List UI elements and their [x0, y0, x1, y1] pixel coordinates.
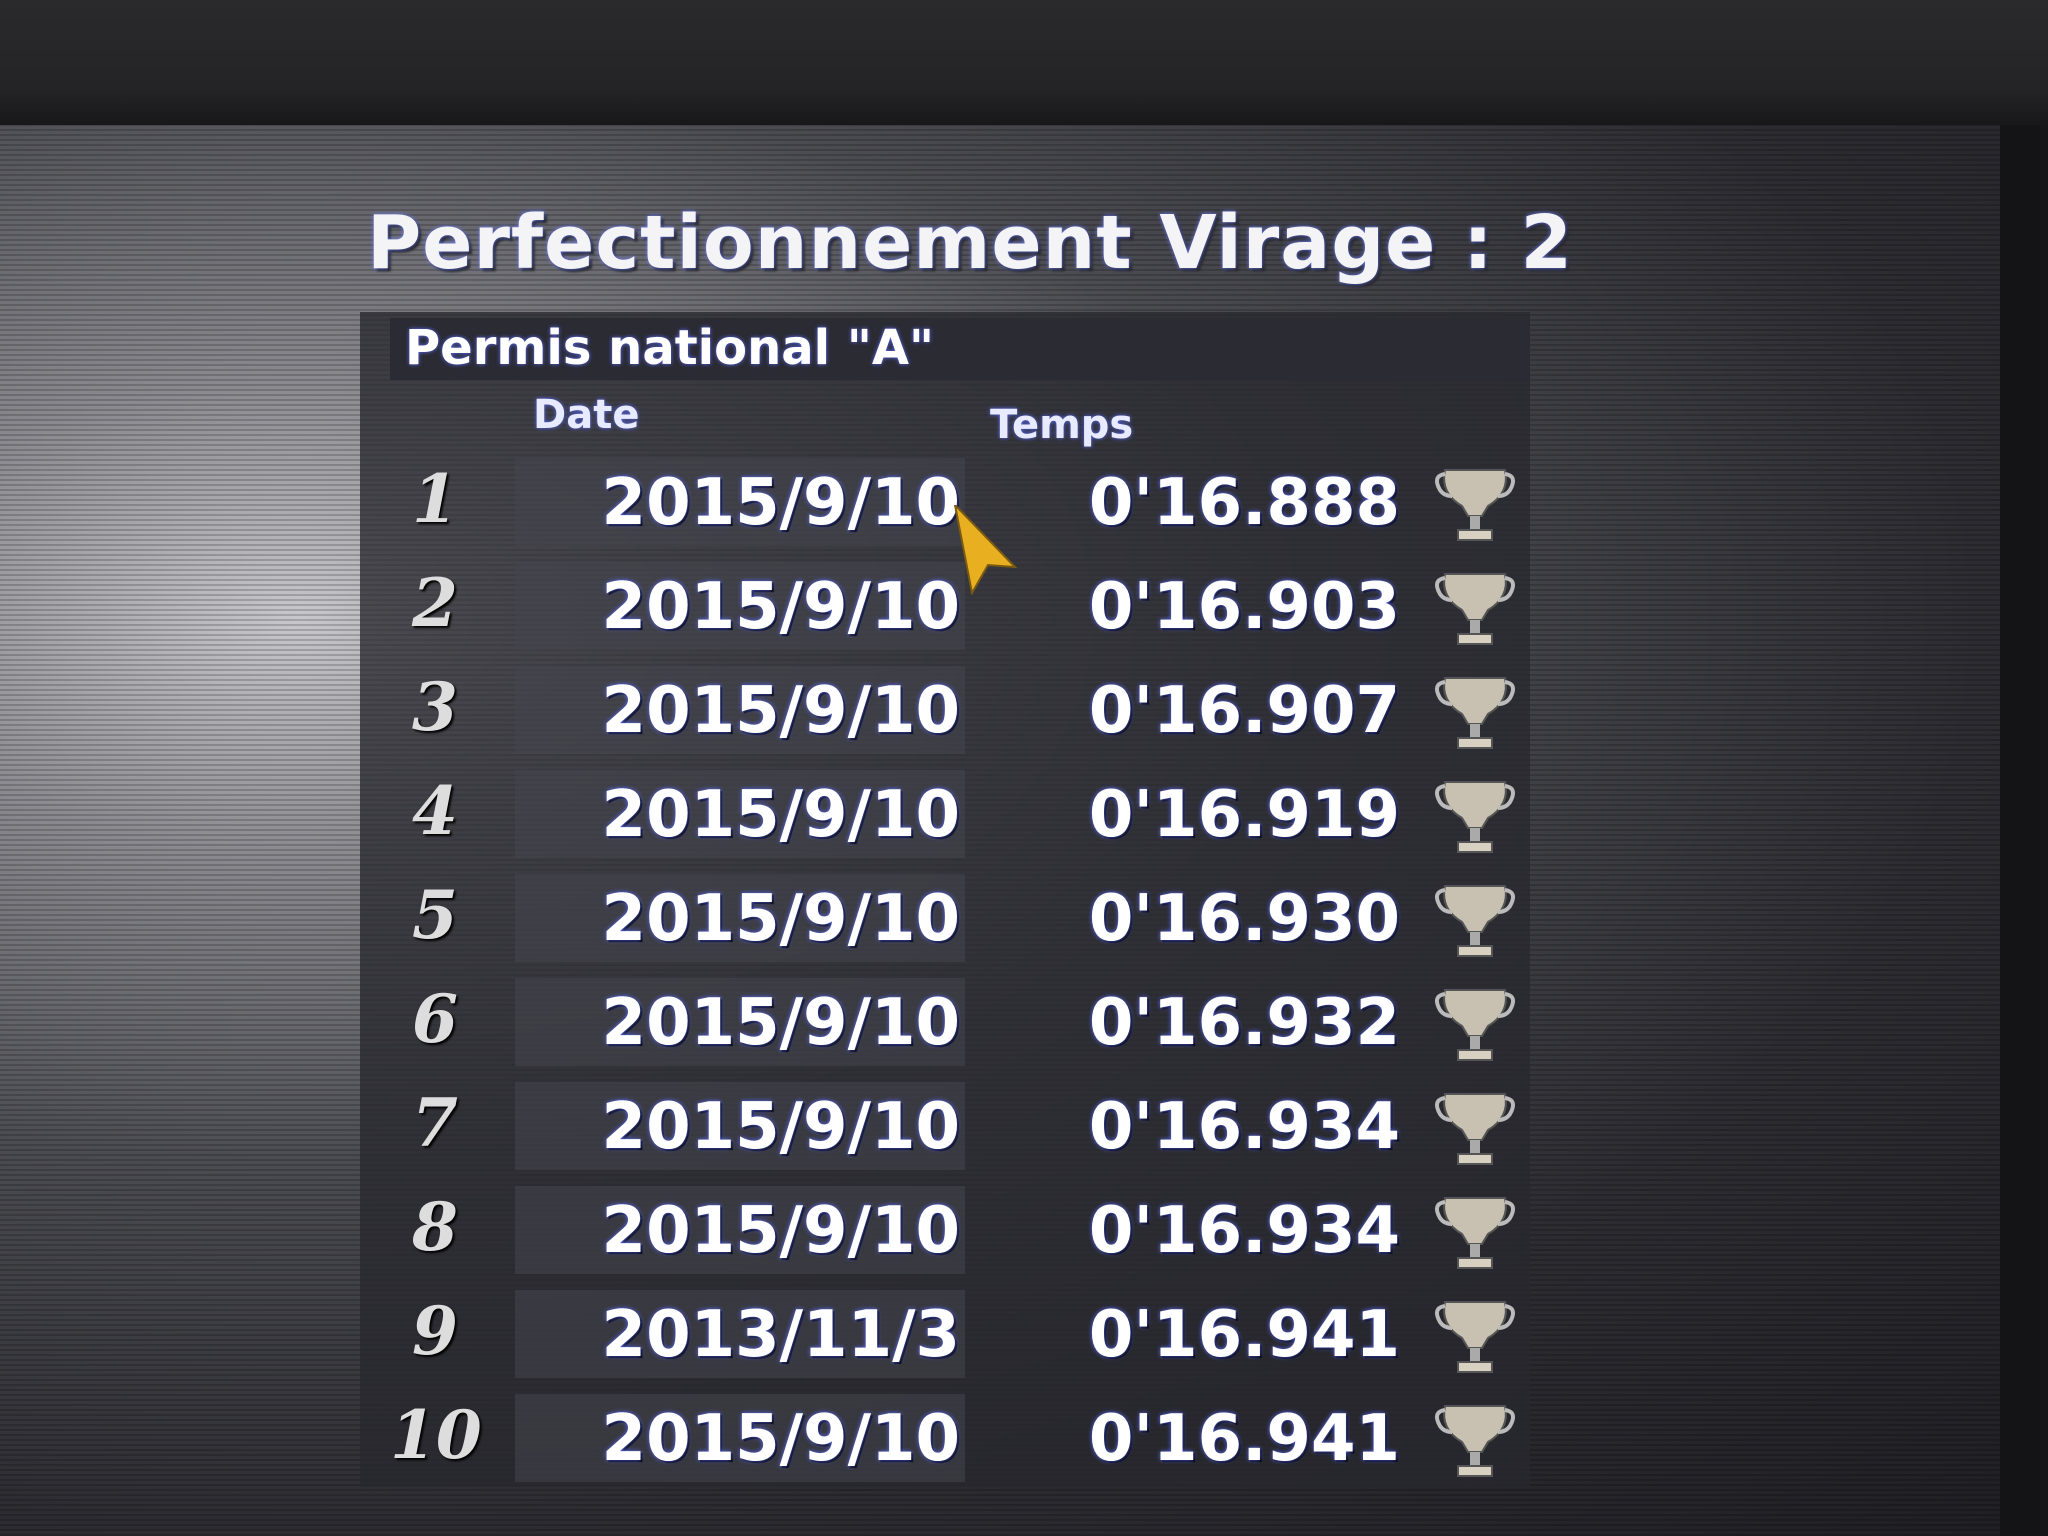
record-row[interactable]: 6 2015/9/10 0'16.932 [370, 970, 1520, 1070]
trophy-icon [1434, 1301, 1516, 1373]
record-row[interactable]: 7 2015/9/10 0'16.934 [370, 1074, 1520, 1174]
record-time: 0'16.907 [1088, 674, 1400, 748]
cursor-arrow-icon [953, 505, 1018, 595]
record-row[interactable]: 3 2015/9/10 0'16.907 [370, 658, 1520, 758]
rank-number: 7 [412, 1084, 458, 1162]
trophy-icon [1434, 677, 1516, 749]
record-date: 2015/9/10 [601, 1090, 960, 1164]
rank-number: 5 [412, 876, 458, 954]
record-row[interactable]: 9 2013/11/3 0'16.941 [370, 1282, 1520, 1382]
row-highlight [515, 666, 965, 754]
trophy-icon [1434, 469, 1516, 541]
row-highlight [515, 1082, 965, 1170]
record-time: 0'16.941 [1088, 1298, 1400, 1372]
record-date: 2015/9/10 [601, 674, 960, 748]
record-date: 2015/9/10 [601, 986, 960, 1060]
rank-number: 9 [412, 1292, 458, 1370]
record-time: 0'16.888 [1088, 466, 1400, 540]
row-highlight [515, 562, 965, 650]
trophy-icon [1434, 989, 1516, 1061]
trophy-icon [1434, 1197, 1516, 1269]
page-title: Perfectionnement Virage : 2 [367, 200, 1573, 286]
column-header-time: Temps [990, 402, 1134, 448]
record-time: 0'16.903 [1088, 570, 1400, 644]
trophy-icon [1434, 1093, 1516, 1165]
record-date: 2015/9/10 [601, 570, 960, 644]
record-row[interactable]: 1 2015/9/10 0'16.888 [370, 450, 1520, 550]
record-date: 2015/9/10 [601, 1194, 960, 1268]
rank-number: 8 [412, 1188, 458, 1266]
record-time: 0'16.919 [1088, 778, 1400, 852]
trophy-icon [1434, 573, 1516, 645]
record-row[interactable]: 10 2015/9/10 0'16.941 [370, 1386, 1520, 1486]
rank-number: 1 [412, 460, 458, 538]
row-highlight [515, 978, 965, 1066]
rank-number: 4 [412, 772, 458, 850]
trophy-icon [1434, 885, 1516, 957]
column-header-date: Date [533, 392, 640, 438]
rank-number: 2 [412, 564, 458, 642]
record-date: 2013/11/3 [601, 1298, 960, 1372]
record-time: 0'16.934 [1088, 1090, 1400, 1164]
record-time: 0'16.941 [1088, 1402, 1400, 1476]
row-highlight [515, 770, 965, 858]
trophy-icon [1434, 781, 1516, 853]
record-row[interactable]: 8 2015/9/10 0'16.934 [370, 1178, 1520, 1278]
record-date: 2015/9/10 [601, 1402, 960, 1476]
row-highlight [515, 1186, 965, 1274]
rank-number: 3 [412, 668, 458, 746]
row-highlight [515, 1394, 965, 1482]
rank-number: 10 [390, 1396, 482, 1474]
rank-number: 6 [412, 980, 458, 1058]
row-highlight [515, 1290, 965, 1378]
record-time: 0'16.932 [1088, 986, 1400, 1060]
subtitle-bar [390, 318, 1530, 380]
record-row[interactable]: 4 2015/9/10 0'16.919 [370, 762, 1520, 862]
row-highlight [515, 458, 965, 546]
record-time: 0'16.930 [1088, 882, 1400, 956]
record-date: 2015/9/10 [601, 466, 960, 540]
record-date: 2015/9/10 [601, 778, 960, 852]
trophy-icon [1434, 1405, 1516, 1477]
record-row[interactable]: 2 2015/9/10 0'16.903 [370, 554, 1520, 654]
record-row[interactable]: 5 2015/9/10 0'16.930 [370, 866, 1520, 966]
license-subtitle: Permis national "A" [405, 320, 934, 376]
record-time: 0'16.934 [1088, 1194, 1400, 1268]
record-date: 2015/9/10 [601, 882, 960, 956]
row-highlight [515, 874, 965, 962]
